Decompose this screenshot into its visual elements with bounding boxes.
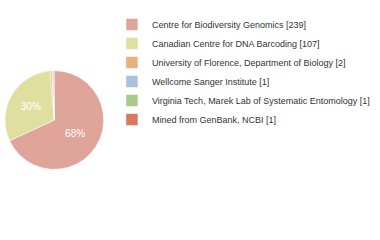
svg-text:Canadian Centre for DNA Barcod: Canadian Centre for DNA Barcoding [107] bbox=[152, 39, 320, 49]
svg-text:Wellcome Sanger Institute [1]: Wellcome Sanger Institute [1] bbox=[152, 77, 269, 87]
svg-text:Virginia Tech, Marek Lab of Sy: Virginia Tech, Marek Lab of Systematic E… bbox=[152, 96, 370, 106]
svg-text:68%: 68% bbox=[65, 128, 85, 139]
svg-text:Mined from GenBank, NCBI [1]: Mined from GenBank, NCBI [1] bbox=[152, 115, 276, 125]
svg-text:University of Florence, Depart: University of Florence, Department of Bi… bbox=[152, 58, 346, 68]
svg-text:Centre for Biodiversity Genomi: Centre for Biodiversity Genomics [239] bbox=[152, 20, 306, 30]
svg-text:30%: 30% bbox=[21, 101, 41, 112]
